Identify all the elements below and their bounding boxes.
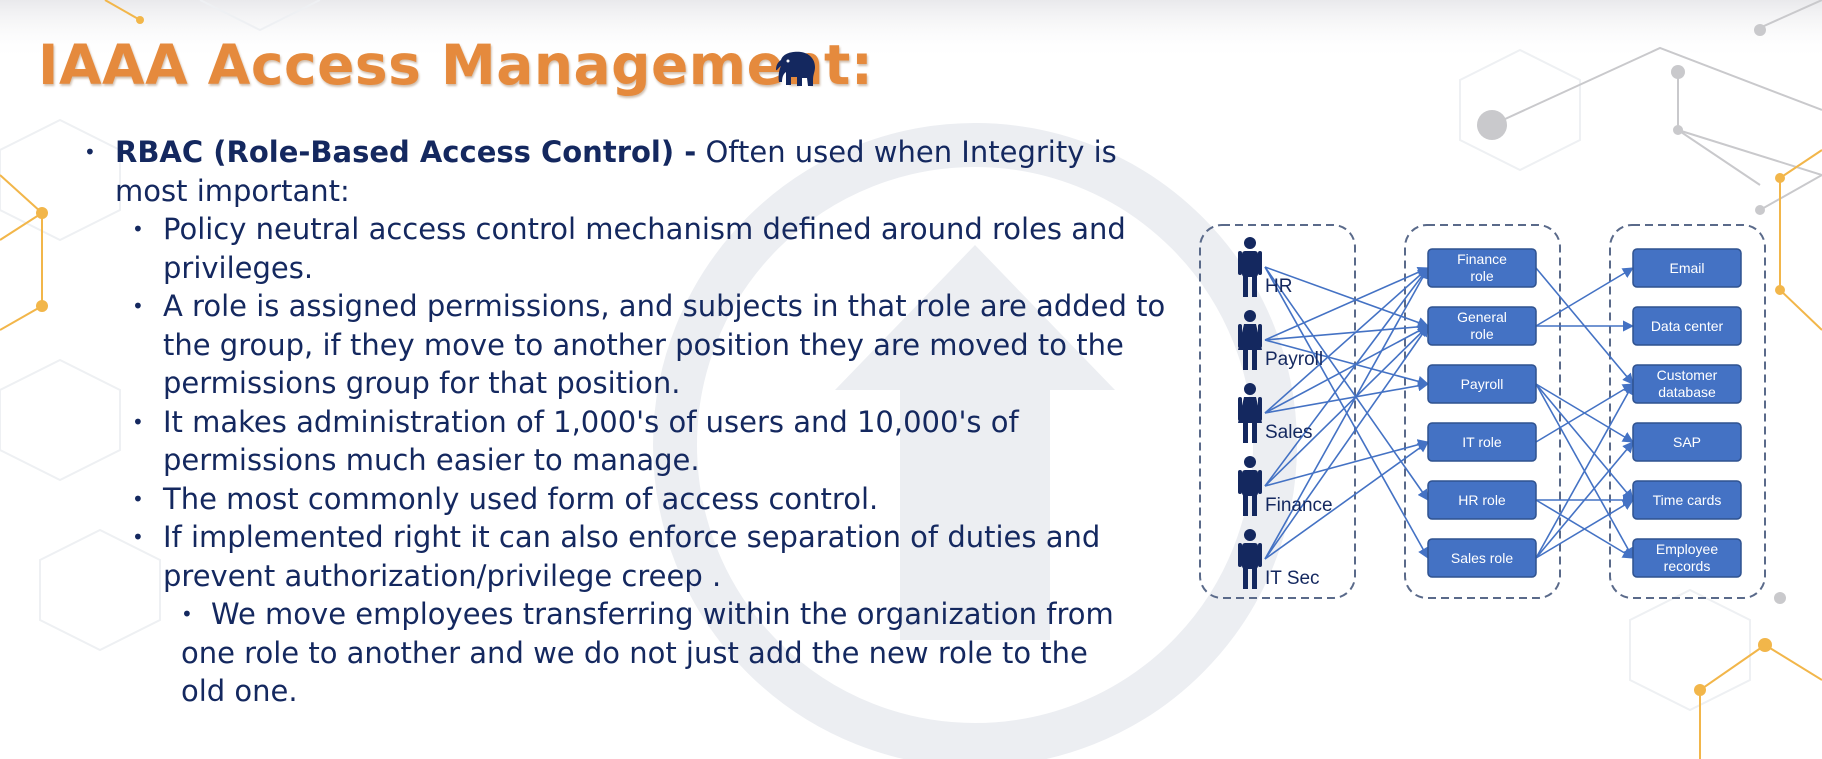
sub-bullet-text: The most commonly used form of access co…	[163, 481, 879, 516]
rbac-diagram: HR Payroll Sales Finance IT Sec Finance role Ge…	[1199, 224, 1766, 599]
person-icon	[1238, 456, 1262, 516]
bullet-dot: •	[132, 217, 144, 241]
user-it-sec: IT Sec	[1238, 529, 1320, 589]
user-role-arrow	[1264, 267, 1429, 560]
elephant-icon	[776, 51, 815, 86]
box-label: Time cards	[1653, 492, 1722, 508]
box-label: Email	[1669, 260, 1704, 276]
user-role-arrow	[1264, 325, 1429, 560]
user-role-arrow	[1264, 339, 1430, 387]
sub-bullet-4: • The most commonly used form of access …	[0, 480, 1190, 519]
user-role-arrow	[1264, 266, 1430, 341]
person-icon	[1238, 237, 1262, 297]
box-label: Employee records	[1656, 541, 1718, 574]
sub-bullet-1: • Policy neutral access control mechanis…	[0, 210, 1190, 287]
user-label: HR	[1265, 276, 1292, 297]
sub-bullet-text: Policy neutral access control mechanism …	[163, 212, 1126, 285]
user-role-arrow	[1264, 321, 1430, 341]
sub-bullet-text: If implemented right it can also enforce…	[163, 520, 1101, 593]
box-label: IT role	[1462, 434, 1502, 450]
role-box: Sales role	[1427, 538, 1537, 578]
role-resource-arrow	[1535, 441, 1634, 559]
box-label: HR role	[1458, 492, 1506, 508]
box-label: Sales role	[1451, 550, 1513, 566]
user-role-arrow	[1264, 267, 1429, 414]
diagram-nodes: HR Payroll Sales Finance IT Sec Finance role Ge…	[1238, 237, 1742, 589]
person-icon	[1238, 529, 1262, 589]
role-resource-arrow	[1535, 499, 1634, 559]
resource-box: Employee records	[1632, 538, 1742, 578]
box-label: SAP	[1673, 434, 1701, 450]
role-resource-arrow	[1535, 267, 1634, 327]
slide-title: IAAA Access Management:	[38, 33, 874, 97]
bullet-dot: •	[84, 140, 96, 164]
user-label: Finance	[1265, 495, 1333, 516]
user-sales: Sales	[1238, 383, 1313, 443]
slide-body: • RBAC (Role-Based Access Control) - Oft…	[0, 133, 1190, 711]
box-label: Customer database	[1657, 367, 1718, 400]
user-payroll: Payroll	[1238, 310, 1323, 370]
person-icon	[1238, 383, 1262, 443]
role-box: Finance role	[1427, 248, 1537, 288]
box-label: Finance role	[1457, 251, 1507, 284]
box-label: General role	[1457, 309, 1507, 342]
user-role-arrow	[1264, 439, 1430, 487]
bullet-dot: •	[132, 525, 144, 549]
user-role-arrow	[1264, 380, 1430, 414]
resource-box: Data center	[1632, 306, 1742, 346]
bullet-rbac: • RBAC (Role-Based Access Control) - Oft…	[0, 133, 1190, 210]
sub-sub-bullet-text: We move employees transferring within th…	[181, 597, 1114, 708]
role-resource-arrow	[1535, 383, 1634, 501]
role-box: HR role	[1427, 480, 1537, 520]
box-label: Payroll	[1461, 376, 1504, 392]
role-resource-arrow	[1535, 383, 1634, 443]
role-box: IT role	[1427, 422, 1537, 462]
role-resource-arrow	[1535, 383, 1634, 559]
roles-group	[1404, 224, 1561, 599]
sub-bullet-5: • If implemented right it can also enfor…	[0, 518, 1190, 595]
bullet-dot: •	[132, 409, 144, 434]
role-box: Payroll	[1427, 364, 1537, 404]
bullet-dot: •	[132, 294, 144, 318]
sub-bullet-2: • A role is assigned permissions, and su…	[0, 287, 1190, 403]
sub-bullet-text: A role is assigned permissions, and subj…	[163, 289, 1166, 400]
sub-sub-bullet: • We move employees transferring within t…	[0, 595, 1141, 711]
user-label: IT Sec	[1265, 568, 1320, 589]
diagram-arrows	[1264, 266, 1635, 560]
resources-group	[1609, 224, 1766, 599]
bullet-dot: •	[132, 486, 144, 511]
user-label: Sales	[1265, 422, 1313, 443]
role-box: General role	[1427, 306, 1537, 346]
user-role-arrow	[1264, 441, 1429, 560]
box-label: Data center	[1651, 318, 1724, 334]
resource-box: Time cards	[1632, 480, 1742, 520]
sub-bullet-3: • It makes administration of 1,000's of …	[0, 403, 1190, 480]
user-role-arrow	[1264, 267, 1429, 487]
users-group	[1199, 224, 1356, 599]
bullet-rbac-text: Often used when Integrity is most import…	[115, 135, 1117, 208]
person-icon	[1238, 310, 1262, 370]
user-hr: HR	[1238, 237, 1292, 297]
user-role-arrow	[1264, 325, 1429, 414]
user-finance: Finance	[1238, 456, 1333, 516]
user-label: Payroll	[1265, 349, 1323, 370]
bullet-rbac-heading: RBAC (Role-Based Access Control) -	[115, 135, 697, 169]
resource-box: Email	[1632, 248, 1742, 288]
sub-bullet-text: It makes administration of 1,000's of us…	[163, 404, 1019, 478]
resource-box: SAP	[1632, 422, 1742, 462]
resource-box: Customer database	[1632, 364, 1742, 404]
bullet-dot: •	[181, 602, 193, 626]
user-role-arrow	[1264, 325, 1429, 487]
